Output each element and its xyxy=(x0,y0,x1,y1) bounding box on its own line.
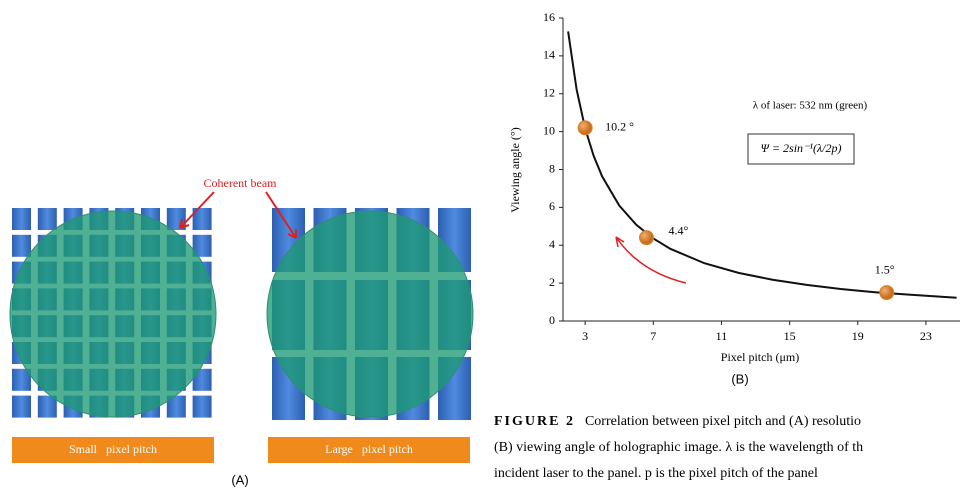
x-tick-label: 15 xyxy=(784,329,796,343)
point-label: 10.2 ° xyxy=(605,120,634,134)
annotation: λ of laser: 532 nm (green) xyxy=(753,100,868,112)
annotation: Ψ = 2sin⁻¹(λ/2p) xyxy=(761,141,842,155)
y-tick-label: 10 xyxy=(543,123,555,137)
x-tick-label: 3 xyxy=(582,329,588,343)
point xyxy=(578,121,592,135)
x-tick-label: 11 xyxy=(716,329,728,343)
caption-line: (B) viewing angle of holographic image. … xyxy=(494,440,863,455)
small-label: Small pixel pitch xyxy=(69,442,157,456)
pixel xyxy=(12,208,31,230)
pixel xyxy=(38,208,57,230)
caption-line: incident laser to the panel. p is the pi… xyxy=(494,466,818,481)
beam-spot xyxy=(10,211,216,417)
y-tick-label: 8 xyxy=(549,161,555,175)
callout: Coherent beam xyxy=(204,176,278,190)
pixel xyxy=(193,396,212,418)
y-tick-label: 6 xyxy=(549,199,555,213)
large-label: Large pixel pitch xyxy=(325,442,413,456)
y-tick-label: 16 xyxy=(543,10,555,24)
x-tick-label: 19 xyxy=(852,329,864,343)
pixel xyxy=(12,235,31,257)
point-label: 1.5° xyxy=(875,262,895,276)
y-tick-label: 14 xyxy=(543,48,555,62)
x-tick-label: 7 xyxy=(650,329,656,343)
figure: Small pixel pitch Large pixel pitch Cohe… xyxy=(0,0,964,489)
x-axis-label: Pixel pitch (μm) xyxy=(721,350,799,364)
y-axis-label: Viewing angle (°) xyxy=(508,127,522,212)
beam-spot xyxy=(267,211,473,417)
page: Small pixel pitch Large pixel pitch Cohe… xyxy=(0,0,964,489)
y-tick-label: 2 xyxy=(549,275,555,289)
caption-line: FIGURE 2 Correlation between pixel pitch … xyxy=(494,414,861,429)
point-label: 4.4° xyxy=(668,223,688,237)
caption-label: FIGURE 2 xyxy=(494,414,575,429)
panel-label: (A) xyxy=(231,472,248,487)
chart: (B) Pixel pitch (μm) Viewing angle (°) λ… xyxy=(508,10,960,387)
y-tick-label: 12 xyxy=(543,86,555,100)
trend-arrow xyxy=(616,237,686,283)
y-tick-label: 4 xyxy=(549,237,555,251)
panel-label: (B) xyxy=(731,371,748,386)
point xyxy=(639,231,653,245)
x-tick-label: 23 xyxy=(920,329,932,343)
point xyxy=(880,286,894,300)
y-tick-label: 0 xyxy=(549,313,555,327)
curve xyxy=(568,31,956,297)
caption-text: Correlation between pixel pitch and (A) … xyxy=(585,414,861,429)
pixel xyxy=(12,396,31,418)
